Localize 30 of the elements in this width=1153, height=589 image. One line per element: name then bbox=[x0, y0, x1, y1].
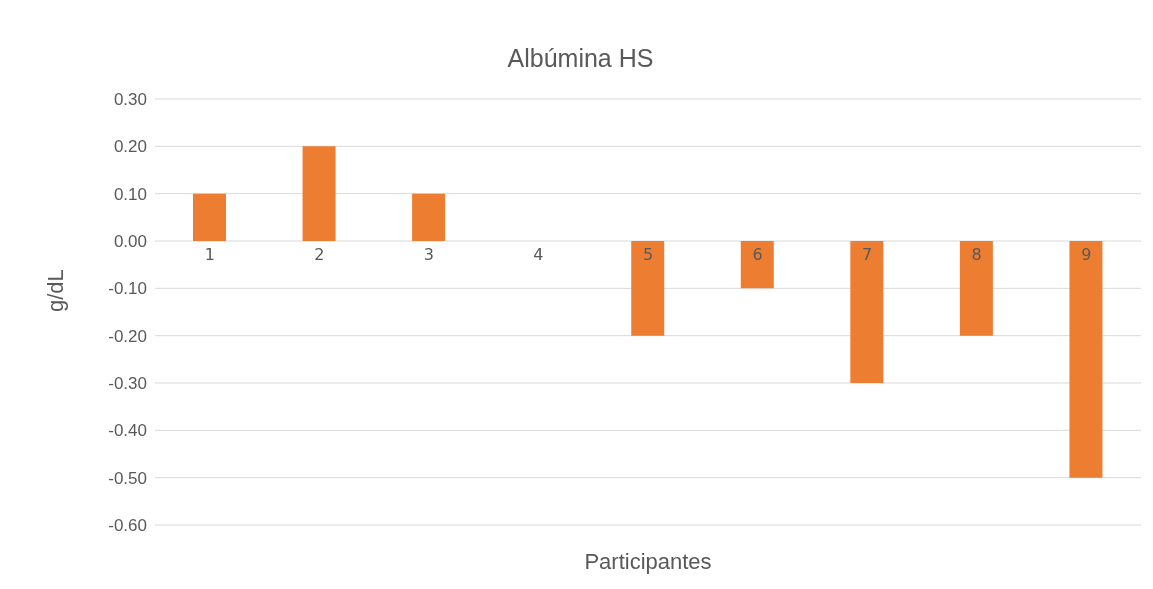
y-tick-label: 0.00 bbox=[113, 232, 147, 252]
bar bbox=[1069, 241, 1103, 478]
y-tick-label: 0.20 bbox=[113, 137, 147, 157]
x-tick-label: 6 bbox=[752, 245, 763, 264]
bar bbox=[302, 146, 336, 241]
x-tick-label: 8 bbox=[971, 245, 982, 264]
x-tick-label: 3 bbox=[423, 245, 434, 264]
bar bbox=[193, 193, 226, 241]
y-axis-title: g/dL bbox=[42, 269, 68, 312]
chart-title: Albúmina HS bbox=[506, 44, 655, 73]
y-tick-label: -0.10 bbox=[108, 279, 147, 299]
x-tick-label: 4 bbox=[533, 245, 544, 264]
bar bbox=[412, 193, 446, 241]
bar bbox=[959, 241, 993, 336]
y-tick-label: -0.30 bbox=[108, 374, 147, 394]
bar bbox=[850, 241, 884, 383]
y-tick-label: -0.50 bbox=[108, 468, 147, 488]
bar bbox=[631, 241, 665, 336]
x-tick-label: 1 bbox=[204, 245, 215, 264]
y-tick-label: -0.60 bbox=[108, 516, 147, 536]
x-tick-label: 9 bbox=[1081, 245, 1092, 264]
bar bbox=[740, 241, 774, 289]
x-tick-label: 5 bbox=[642, 245, 654, 264]
x-tick-label: 2 bbox=[314, 245, 325, 264]
y-tick-label: -0.40 bbox=[108, 421, 147, 441]
x-axis-title: Participantes bbox=[584, 549, 712, 574]
y-tick-label: 0.10 bbox=[113, 184, 147, 204]
x-tick-label: 7 bbox=[862, 245, 873, 264]
y-tick-label: -0.20 bbox=[108, 326, 147, 346]
y-tick-label: 0.30 bbox=[113, 90, 147, 110]
